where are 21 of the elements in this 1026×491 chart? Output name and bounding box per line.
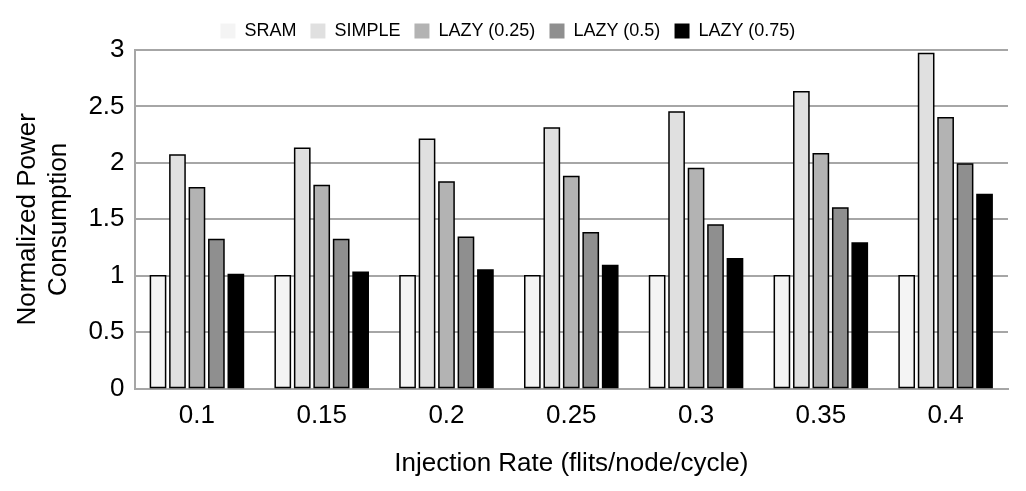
x-axis-title: Injection Rate (flits/node/cycle)	[394, 446, 749, 477]
y-tick-label: 0	[110, 371, 125, 402]
y-tick-label: 2.5	[88, 89, 125, 120]
y-axis-title: Normalized Power Consumption	[10, 112, 72, 326]
x-tick-label: 0.1	[178, 399, 216, 430]
legend-label: LAZY (0.5)	[573, 19, 661, 40]
legend-label: LAZY (0.75)	[698, 19, 796, 40]
y-tick-label: 2	[110, 146, 125, 177]
x-tick-label: 0.25	[545, 399, 597, 430]
legend-label: LAZY (0.25)	[438, 19, 536, 40]
y-tick-label: 0.5	[88, 315, 125, 346]
y-tick-label: 1.5	[88, 202, 125, 233]
x-tick-label: 0.35	[795, 399, 847, 430]
y-tick-label: 1	[110, 258, 125, 289]
y-tick-label: 3	[110, 33, 125, 64]
legend-label: SIMPLE	[334, 19, 401, 40]
x-tick-label: 0.2	[428, 399, 465, 430]
x-tick-label: 0.3	[677, 399, 715, 430]
legend-label: SRAM	[244, 19, 297, 40]
x-tick-label: 0.4	[927, 399, 964, 430]
x-tick-label: 0.15	[296, 399, 348, 430]
